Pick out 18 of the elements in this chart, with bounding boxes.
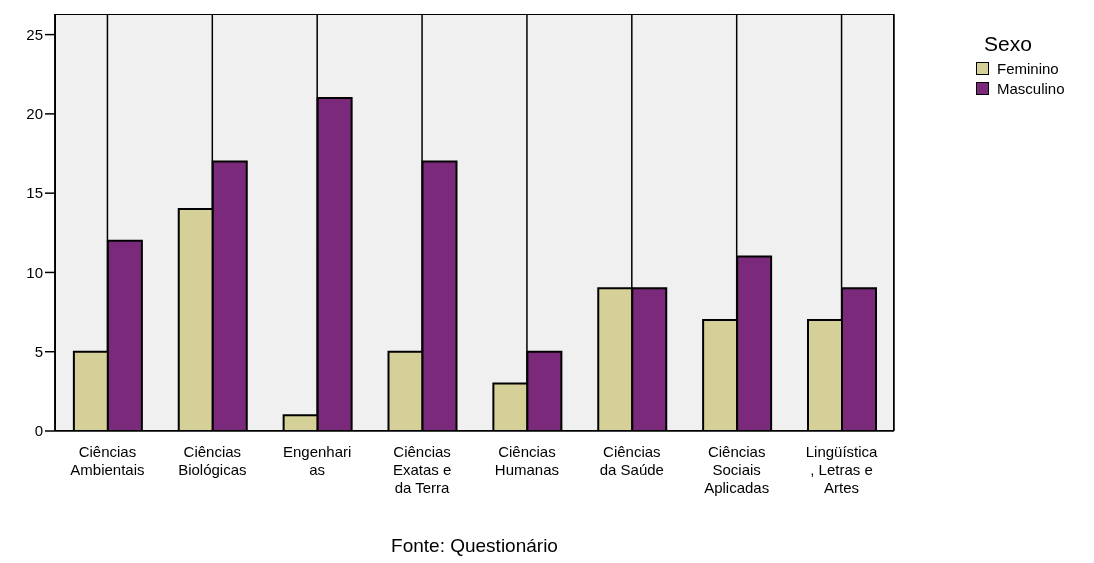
x-tick-label: Ciências Ambientais [70,443,145,478]
x-tick-label: Ciências Exatas e da Terra [392,443,452,496]
x-tick-label: Ciências da Saúde [599,443,664,478]
y-tick-label: 20 [26,105,43,123]
x-tick-label: Lingüística , Letras e Artes [805,443,879,496]
x-tick-label: Ciências Humanas [494,443,560,478]
legend-label: Feminino [997,59,1059,77]
x-tick-label: Ciências Biológicas [178,443,247,478]
x-tick-label: Engenhari as [282,443,352,478]
y-tick-label: 10 [26,263,43,281]
y-tick-label: 25 [26,25,43,43]
x-tick-label: Ciências Sociais Aplicadas [704,443,770,496]
y-tick-label: 0 [34,422,43,440]
y-tick-label: 5 [34,343,43,361]
legend-title: Sexo [984,32,1033,56]
y-tick-label: 15 [26,184,43,202]
legend-label: Masculino [997,79,1065,97]
source-note: Fonte: Questionário [390,535,559,557]
